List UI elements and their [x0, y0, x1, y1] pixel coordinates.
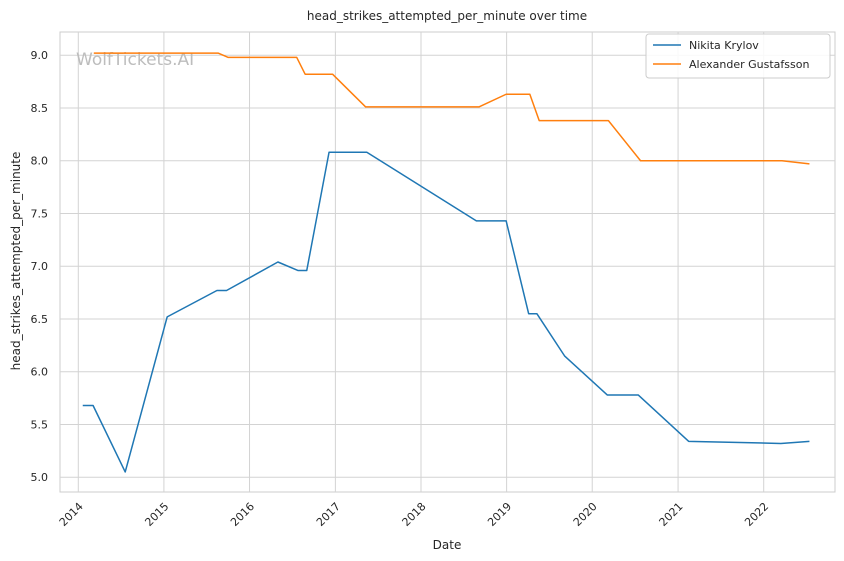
- y-tick-label: 8.5: [31, 102, 49, 115]
- watermark-text: WolfTickets.AI: [76, 50, 194, 70]
- legend-label-series-1: Nikita Krylov: [689, 39, 759, 52]
- y-tick-label: 7.0: [31, 260, 49, 273]
- series-line-1: [82, 151, 810, 473]
- plot-area: [59, 31, 836, 493]
- legend-box: [645, 33, 831, 79]
- gridlines: [60, 32, 835, 492]
- y-tick-label: 6.5: [31, 313, 49, 326]
- legend: Nikita Krylov Alexander Gustafsson: [645, 33, 831, 79]
- y-tick-label: 5.5: [31, 418, 49, 431]
- y-tick-label: 7.5: [31, 207, 49, 220]
- series-layer: [82, 52, 810, 473]
- series-line-2: [93, 52, 810, 165]
- y-tick-label: 9.0: [31, 49, 49, 62]
- x-axis-title: Date: [433, 538, 462, 552]
- y-tick-label: 6.0: [31, 366, 49, 379]
- legend-label-series-2: Alexander Gustafsson: [689, 58, 809, 71]
- y-tick-labels: 5.0 5.5 6.0 6.5 7.0 7.5 8.0 8.5 9.0: [31, 49, 49, 484]
- chart-title: head_strikes_attempted_per_minute over t…: [307, 9, 587, 23]
- y-tick-label: 5.0: [31, 471, 49, 484]
- y-tick-label: 8.0: [31, 155, 49, 168]
- y-axis-title: head_strikes_attempted_per_minute: [9, 152, 23, 371]
